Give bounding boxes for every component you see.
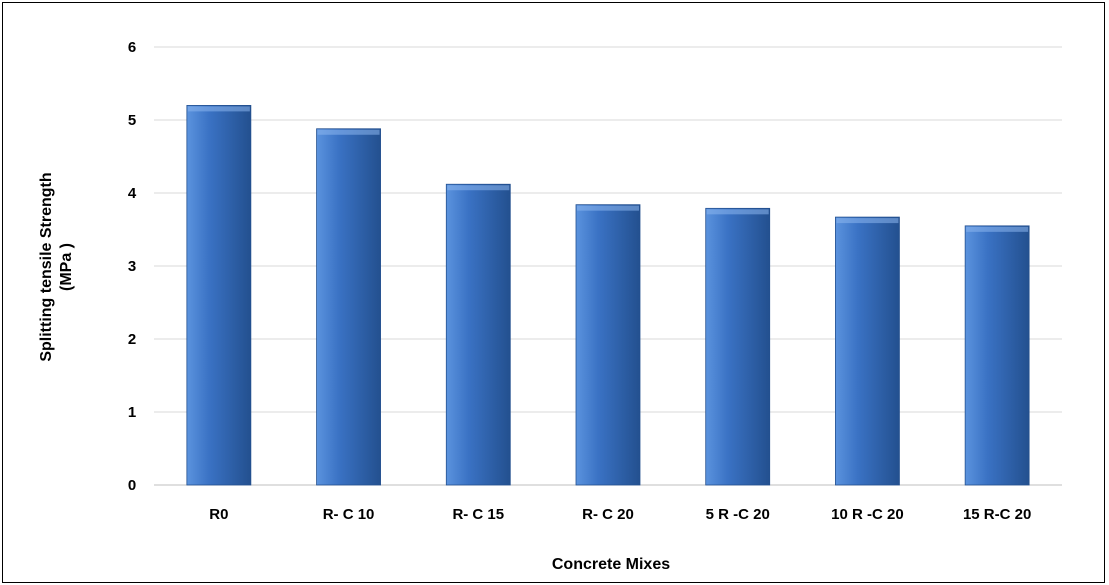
y-tick-label: 0 [128,477,136,494]
bar [835,216,900,486]
bar [964,225,1030,486]
bar-highlight [187,106,250,112]
x-tick-label: R0 [209,506,228,523]
bar-highlight [836,218,899,224]
x-tick-label: 10 R -C 20 [831,506,904,523]
bar-highlight [577,205,639,211]
gridlines [154,46,1062,486]
bar-highlight [706,209,769,215]
bar-highlight [966,226,1029,232]
y-tick-labels: 0 1 2 3 4 5 6 [128,39,137,494]
bar [186,105,252,486]
x-tick-label: R- C 15 [452,506,504,523]
x-tick-label: R- C 20 [582,506,634,523]
y-axis-title-line1: Splitting tensile Strength [38,172,55,361]
bar-highlight [447,185,510,191]
bar [445,183,511,486]
y-tick-label: 6 [128,39,136,56]
x-tick-label: 15 R-C 20 [963,506,1031,523]
bar-highlight [317,129,380,135]
y-tick-label: 1 [128,404,136,421]
y-tick-label: 2 [128,331,136,348]
x-tick-label: 5 R -C 20 [706,506,770,523]
bar [316,128,381,486]
bar [575,204,641,486]
y-tick-label: 4 [128,185,137,202]
bar [705,207,771,486]
y-tick-label: 3 [128,258,136,275]
bars [186,105,1030,486]
x-axis-title: Concrete Mixes [552,556,670,573]
x-tick-labels: R0 R- C 10 R- C 15 R- C 20 5 R -C 20 10 R -C … [209,506,1031,523]
y-tick-label: 5 [128,112,136,129]
x-tick-label: R- C 10 [323,506,375,523]
y-axis-title-line2: (MPa ) [58,243,75,291]
